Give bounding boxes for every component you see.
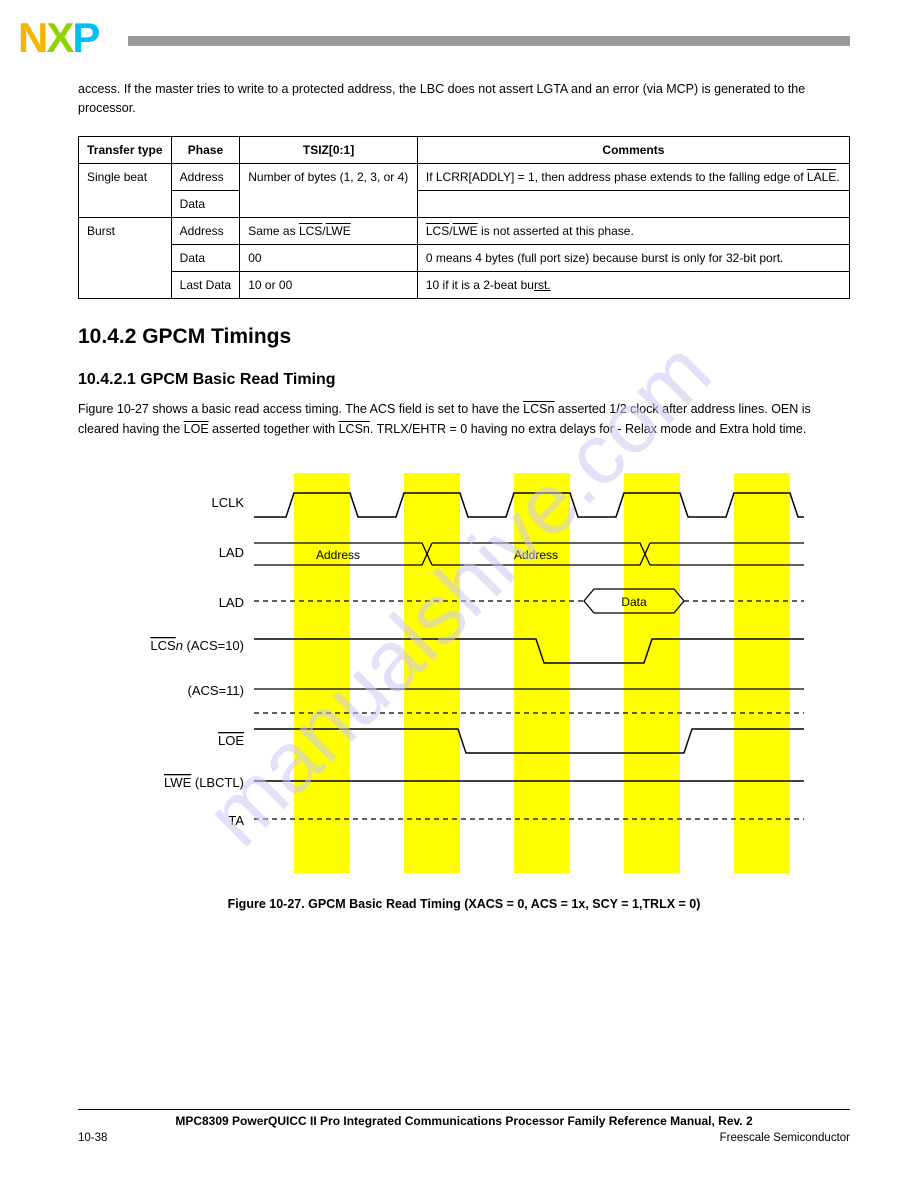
table-row: Data 00 0 means 4 bytes (full port size)… — [79, 244, 850, 271]
logo-letter-p: P — [72, 14, 98, 61]
table-header-row: Transfer type Phase TSIZ[0:1] Comments — [79, 136, 850, 163]
clock-high-bars — [294, 473, 790, 873]
svg-text:TA: TA — [228, 813, 244, 828]
svg-text:LCSn (ACS=10): LCSn (ACS=10) — [150, 638, 244, 653]
col-header: Transfer type — [79, 136, 172, 163]
cell-transfer-type: Burst — [79, 217, 172, 298]
text-run: . TRLX/EHTR = 0 having no extra delays f… — [370, 422, 806, 436]
nxp-logo: NXP — [18, 14, 98, 62]
svg-text:LCLK: LCLK — [211, 495, 244, 510]
footer-rule — [78, 1109, 850, 1110]
cell-comments: 0 means 4 bytes (full port size) because… — [417, 244, 849, 271]
col-header: Comments — [417, 136, 849, 163]
cell-phase: Address — [171, 163, 240, 190]
page-body: access. If the master tries to write to … — [0, 80, 918, 911]
cell-tsiz: Number of bytes (1, 2, 3, or 4) — [240, 163, 418, 217]
table-row: Data — [79, 190, 850, 217]
col-header: TSIZ[0:1] — [240, 136, 418, 163]
footer-meta-row: 10-38 Freescale Semiconductor — [78, 1132, 850, 1144]
svg-text:Data: Data — [621, 595, 647, 609]
page-header: NXP — [0, 0, 918, 76]
svg-text:LAD: LAD — [219, 595, 244, 610]
logo-letter-n: N — [18, 14, 46, 61]
subsection-heading: 10.4.2.1 GPCM Basic Read Timing — [78, 371, 850, 389]
table-row: Single beat Address Number of bytes (1, … — [79, 163, 850, 190]
svg-text:LWE (LBCTL): LWE (LBCTL) — [164, 775, 244, 790]
cell-comments: 10 if it is a 2-beat burst. — [417, 271, 849, 298]
cell-tsiz: Same as LCS/LWE — [240, 217, 418, 244]
svg-text:LOE: LOE — [218, 733, 244, 748]
text-run: asserted together with — [209, 422, 339, 436]
footer-page-number: 10-38 — [78, 1132, 107, 1144]
cell-phase: Data — [171, 190, 240, 217]
timing-figure: LCLK LAD Address Address LAD Data LCSn (… — [78, 457, 850, 911]
cell-phase: Address — [171, 217, 240, 244]
svg-text:(ACS=11): (ACS=11) — [188, 683, 244, 698]
cell-comments: If LCRR[ADDLY] = 1, then address phase e… — [417, 163, 849, 190]
text-run: Figure 10-27 shows a basic read access t… — [78, 402, 523, 416]
section-heading: 10.4.2 GPCM Timings — [78, 325, 850, 349]
logo-letter-x: X — [46, 14, 72, 61]
signal-definition-table: Transfer type Phase TSIZ[0:1] Comments S… — [78, 136, 850, 299]
svg-text:Address: Address — [514, 548, 558, 562]
cell-comments — [417, 190, 849, 217]
cell-comments: LCS/LWE is not asserted at this phase. — [417, 217, 849, 244]
signal-loe: LOE — [184, 422, 209, 436]
footer-title: MPC8309 PowerQUICC II Pro Integrated Com… — [78, 1114, 850, 1128]
figure-caption: Figure 10-27. GPCM Basic Read Timing (XA… — [78, 897, 850, 911]
cell-tsiz: 10 or 00 — [240, 271, 418, 298]
header-divider-bar — [128, 36, 850, 46]
table-row: Last Data 10 or 00 10 if it is a 2-beat … — [79, 271, 850, 298]
intro-paragraph: access. If the master tries to write to … — [78, 80, 850, 118]
cell-tsiz: 00 — [240, 244, 418, 271]
cell-phase: Data — [171, 244, 240, 271]
col-header: Phase — [171, 136, 240, 163]
svg-text:Address: Address — [316, 548, 360, 562]
timing-diagram-svg: LCLK LAD Address Address LAD Data LCSn (… — [84, 457, 844, 887]
signal-lcsn: LCSn — [339, 422, 370, 436]
svg-text:LAD: LAD — [219, 545, 244, 560]
section-paragraph: Figure 10-27 shows a basic read access t… — [78, 399, 850, 439]
cell-phase: Last Data — [171, 271, 240, 298]
signal-lcsn: LCSn — [523, 402, 554, 416]
page-footer: MPC8309 PowerQUICC II Pro Integrated Com… — [78, 1109, 850, 1144]
footer-vendor: Freescale Semiconductor — [720, 1132, 850, 1144]
table-row: Burst Address Same as LCS/LWE LCS/LWE is… — [79, 217, 850, 244]
cell-transfer-type: Single beat — [79, 163, 172, 217]
